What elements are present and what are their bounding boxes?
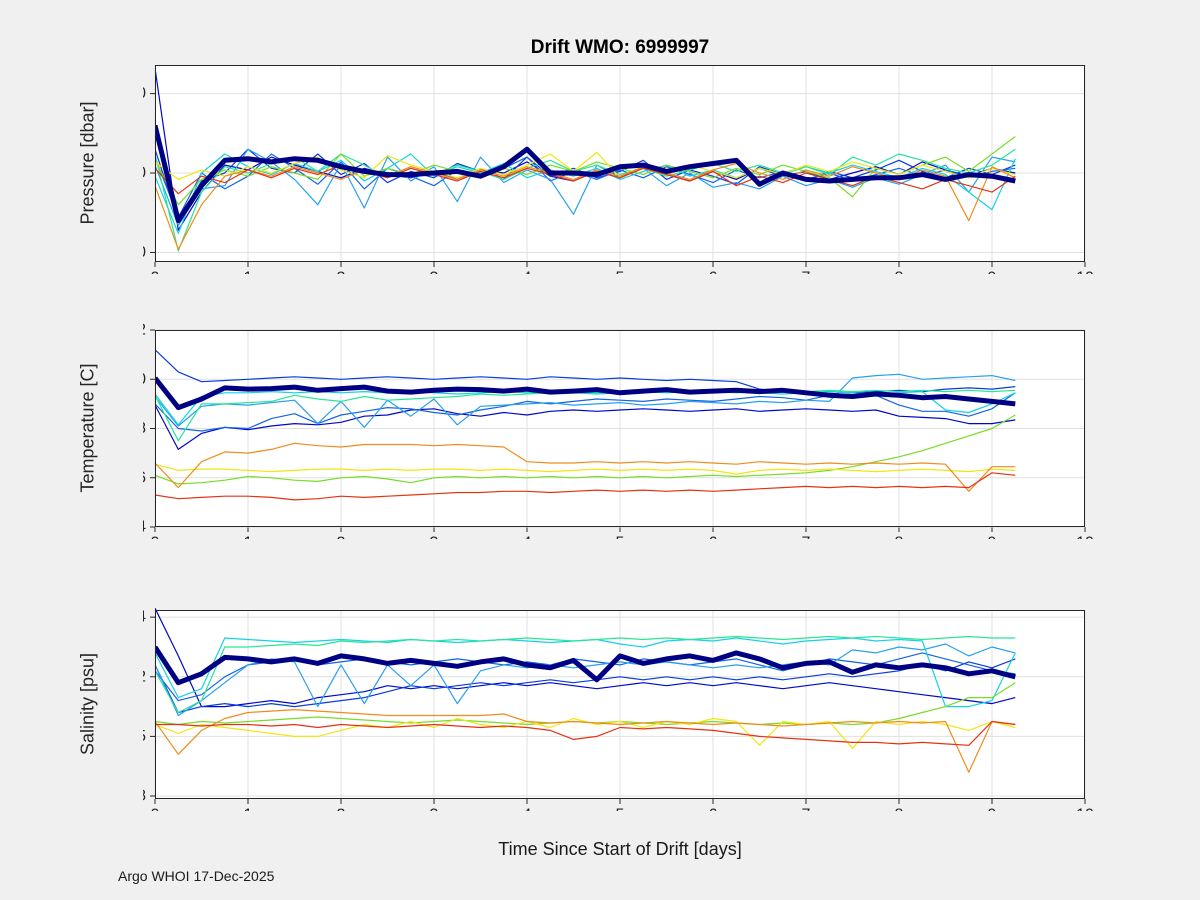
- y-tick-label: 34.8: [143, 788, 146, 805]
- temperature-y-axis-label: Temperature [C]: [77, 363, 98, 493]
- y-tick-label: 1050: [143, 244, 146, 261]
- x-tick-label: 1: [244, 269, 253, 274]
- series-line-float-10: [155, 720, 1016, 746]
- series-line-float-6: [155, 635, 1016, 714]
- y-tick-label: 35: [143, 728, 146, 745]
- series-line-float-7: [155, 414, 1016, 485]
- x-tick-label: 7: [802, 269, 811, 274]
- y-tick-label: 12: [143, 322, 146, 339]
- pressure-subplot: 0 1 2 3 4 5 6 7 8 9 10 950 1000 1050: [110, 53, 1097, 286]
- x-tick-label: 10: [1076, 269, 1094, 274]
- x-tick-label: 6: [709, 534, 718, 539]
- x-tick-label: 1: [244, 534, 253, 539]
- x-tick-label: 3: [430, 534, 439, 539]
- series-line-float-9: [155, 708, 1016, 773]
- series-line-float-8: [155, 151, 1016, 181]
- x-tick-label: 0: [151, 269, 160, 274]
- x-tick-label: 4: [523, 269, 532, 274]
- x-axis-label: Time Since Start of Drift [days]: [498, 839, 742, 859]
- y-tick-label: 950: [143, 85, 146, 102]
- salinity-y-axis-label: Salinity [psu]: [77, 652, 98, 756]
- series-line-float-2: [155, 658, 1016, 714]
- x-tick-label: 5: [616, 269, 625, 274]
- x-tick-label: 8: [895, 269, 904, 274]
- series-line-mean: [155, 645, 1016, 686]
- x-tick-label: 2: [337, 269, 346, 274]
- series-line-float-9: [155, 442, 1016, 492]
- series-line-mean: [155, 124, 1016, 224]
- y-tick-label: 35.4: [143, 609, 146, 626]
- x-tick-label: 3: [430, 806, 439, 811]
- x-tick-label: 10: [1076, 534, 1094, 539]
- figure-title: Drift WMO: 6999997: [530, 37, 710, 58]
- series-line-float-8: [155, 463, 1016, 475]
- x-tick-label: 9: [988, 806, 997, 811]
- x-tick-label: 6: [709, 269, 718, 274]
- series-line-float-10: [155, 472, 1016, 501]
- y-tick-label: 6: [143, 469, 146, 486]
- series-line-float-4: [155, 643, 1016, 717]
- x-tick-label: 5: [616, 806, 625, 811]
- y-tick-label: 35.2: [143, 668, 146, 685]
- x-tick-label: 7: [802, 806, 811, 811]
- y-tick-label: 4: [143, 519, 146, 536]
- x-tick-label: 3: [430, 269, 439, 274]
- series-line-float-2: [155, 349, 1016, 394]
- series-line-float-1: [155, 404, 1016, 451]
- series-line-float-1: [155, 607, 1016, 708]
- pressure-y-axis-label: Pressure [dbar]: [77, 101, 98, 225]
- axes-box: [155, 610, 1085, 799]
- y-tick-label: 8: [143, 420, 146, 437]
- series-line-float-4: [155, 373, 1016, 428]
- axes-box: [155, 330, 1085, 527]
- x-tick-label: 2: [337, 534, 346, 539]
- x-tick-label: 1: [244, 806, 253, 811]
- x-tick-label: 0: [151, 806, 160, 811]
- axes-box: [155, 65, 1085, 262]
- y-tick-label: 1000: [143, 165, 146, 182]
- series-line-float-8: [155, 717, 1016, 749]
- y-tick-label: 10: [143, 371, 146, 388]
- x-tick-label: 4: [523, 534, 532, 539]
- series-line-float-7: [155, 136, 1016, 206]
- x-tick-label: 6: [709, 806, 718, 811]
- x-tick-label: 4: [523, 806, 532, 811]
- footer-annotation: Argo WHOI 17-Dec-2025: [118, 868, 275, 884]
- x-tick-label: 9: [988, 534, 997, 539]
- series-line-mean: [155, 376, 1016, 411]
- x-tick-label: 8: [895, 806, 904, 811]
- x-tick-label: 5: [616, 534, 625, 539]
- temperature-subplot: 0123456789104681012: [128, 318, 1097, 552]
- x-tick-label: 9: [988, 269, 997, 274]
- x-tick-label: 2: [337, 806, 346, 811]
- x-tick-label: 7: [802, 534, 811, 539]
- x-tick-label: 8: [895, 534, 904, 539]
- salinity-subplot: 0 1 2 3 4 5 6 7 8 9 10 34.8 35 35.2 35.4: [115, 598, 1097, 823]
- x-tick-label: 10: [1076, 806, 1094, 811]
- x-tick-label: 0: [151, 534, 160, 539]
